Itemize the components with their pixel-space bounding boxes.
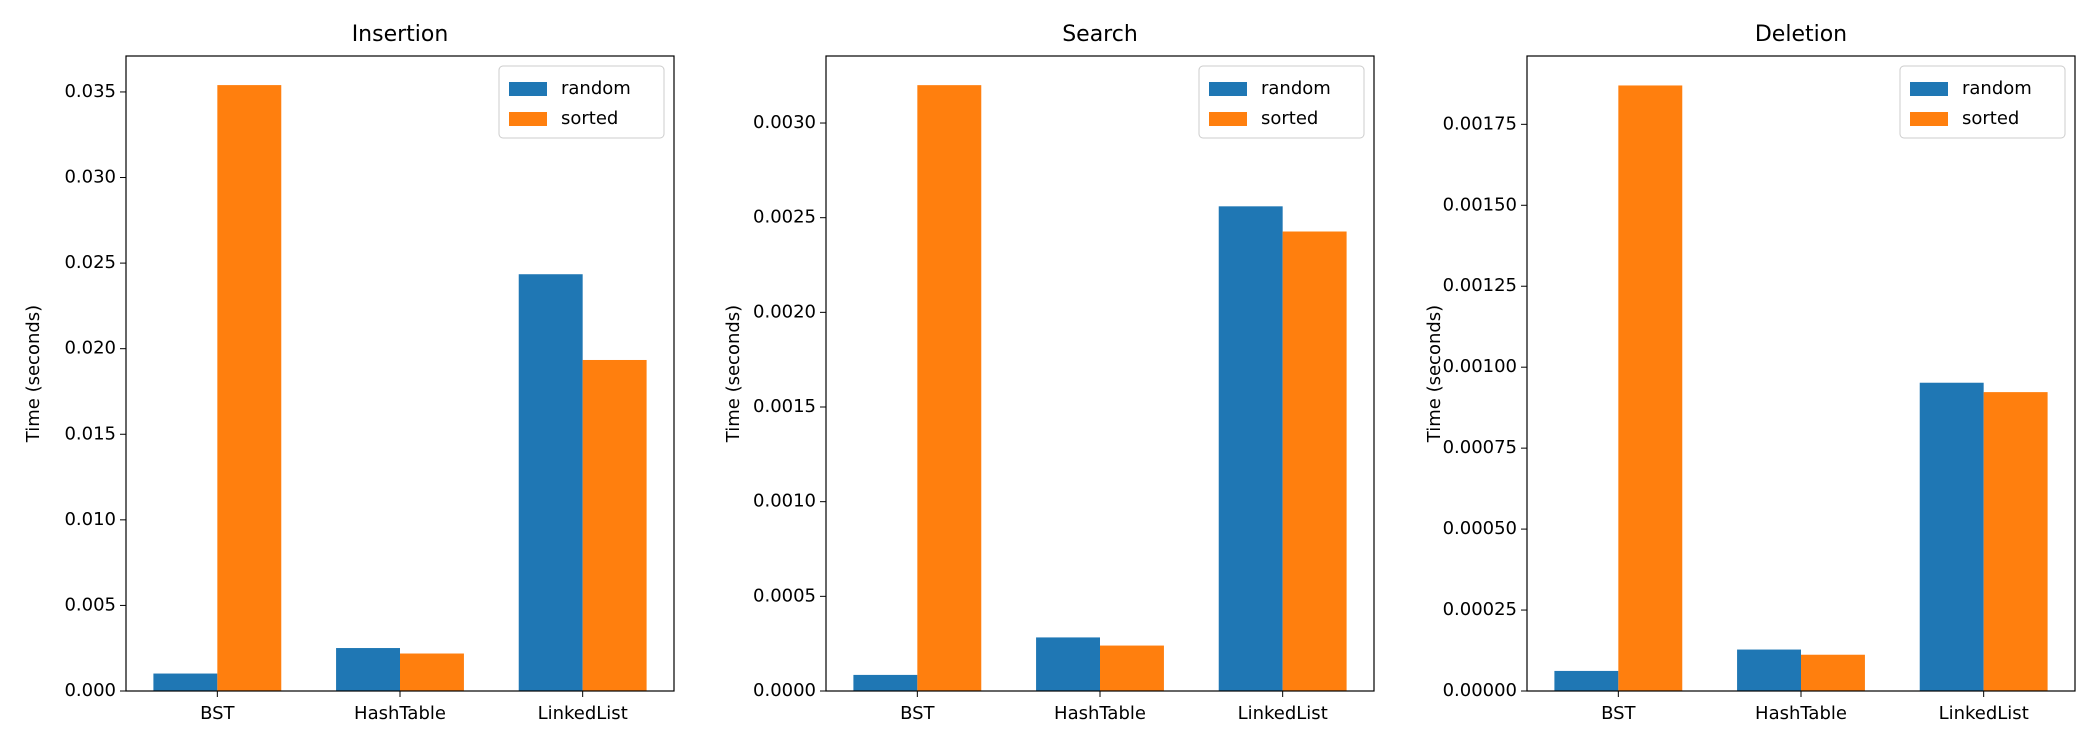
legend-swatch — [1910, 112, 1948, 126]
y-tick-label: 0.00125 — [1443, 275, 1517, 296]
y-tick-label: 0.0005 — [753, 585, 816, 606]
legend-label: random — [561, 78, 631, 99]
legend-label: sorted — [1962, 108, 2019, 129]
plot-frame — [825, 55, 1375, 692]
bar — [1282, 231, 1347, 691]
x-tick-label: HashTable — [354, 703, 446, 724]
y-tick-label: 0.0030 — [753, 112, 816, 133]
chart-title: Deletion — [1755, 22, 1847, 47]
y-tick-label: 0.0010 — [753, 491, 816, 512]
y-tick-label: 0.00025 — [1443, 599, 1517, 620]
chart-title: Search — [1062, 22, 1138, 47]
y-tick-label: 0.015 — [64, 423, 116, 444]
bar — [153, 673, 218, 691]
bar — [1554, 670, 1619, 691]
y-tick-label: 0.00175 — [1443, 113, 1517, 134]
x-tick-label: LinkedList — [538, 703, 628, 724]
x-tick-label: HashTable — [1755, 703, 1847, 724]
legend-swatch — [1209, 82, 1247, 96]
bar — [518, 274, 583, 691]
y-tick-label: 0.00100 — [1443, 356, 1517, 377]
bar — [1919, 382, 1984, 691]
legend-label: sorted — [1261, 108, 1318, 129]
bar — [1036, 637, 1100, 691]
plot-frame — [1526, 55, 2076, 692]
x-tick-label: BST — [200, 703, 235, 724]
bar — [336, 648, 400, 691]
y-tick-label: 0.0015 — [753, 396, 816, 417]
subplot: BST HashTable LinkedList 0.0000 0.0005 0.0010… — [723, 22, 1375, 724]
plot-frame — [125, 55, 675, 692]
bar — [853, 674, 918, 691]
y-tick-label: 0.010 — [64, 509, 116, 530]
y-tick-label: 0.025 — [64, 252, 116, 273]
bar — [1983, 392, 2048, 691]
y-tick-label: 0.0025 — [753, 207, 816, 228]
x-tick-label: HashTable — [1054, 703, 1146, 724]
y-tick-label: 0.00075 — [1443, 437, 1517, 458]
subplot: BST HashTable LinkedList 0.00000 0.00025 0.00… — [1424, 22, 2076, 724]
x-tick-label: BST — [900, 703, 935, 724]
y-axis-label: Time (seconds) — [723, 305, 744, 443]
legend-swatch — [1209, 112, 1247, 126]
y-tick-label: 0.005 — [64, 594, 116, 615]
y-tick-label: 0.030 — [64, 167, 116, 188]
bar — [1218, 206, 1283, 691]
y-tick-label: 0.0020 — [753, 301, 816, 322]
y-tick-label: 0.000 — [64, 680, 116, 701]
bar — [1737, 649, 1801, 691]
bar — [1618, 85, 1683, 692]
legend-label: sorted — [561, 108, 618, 129]
legend-swatch — [509, 112, 547, 126]
bar — [217, 85, 282, 691]
y-axis-label: Time (seconds) — [1424, 305, 1445, 443]
bar — [582, 359, 647, 691]
y-tick-label: 0.00050 — [1443, 518, 1517, 539]
legend-label: random — [1962, 78, 2032, 99]
legend-swatch — [509, 82, 547, 96]
y-tick-label: 0.0000 — [753, 680, 816, 701]
subplot: BST HashTable LinkedList 0.000 0.005 0.010 0.0… — [23, 22, 675, 724]
legend-label: random — [1261, 78, 1331, 99]
y-axis-label: Time (seconds) — [23, 305, 44, 443]
y-tick-label: 0.035 — [64, 81, 116, 102]
x-tick-label: LinkedList — [1939, 703, 2029, 724]
bar — [1100, 645, 1164, 691]
bar — [1801, 654, 1865, 691]
bar — [400, 653, 464, 691]
bar — [917, 85, 982, 691]
legend-swatch — [1910, 82, 1948, 96]
x-tick-label: BST — [1601, 703, 1636, 724]
y-tick-label: 0.020 — [64, 338, 116, 359]
chart-title: Insertion — [352, 22, 449, 47]
x-tick-label: LinkedList — [1238, 703, 1328, 724]
y-tick-label: 0.00000 — [1443, 680, 1517, 701]
y-tick-label: 0.00150 — [1443, 194, 1517, 215]
